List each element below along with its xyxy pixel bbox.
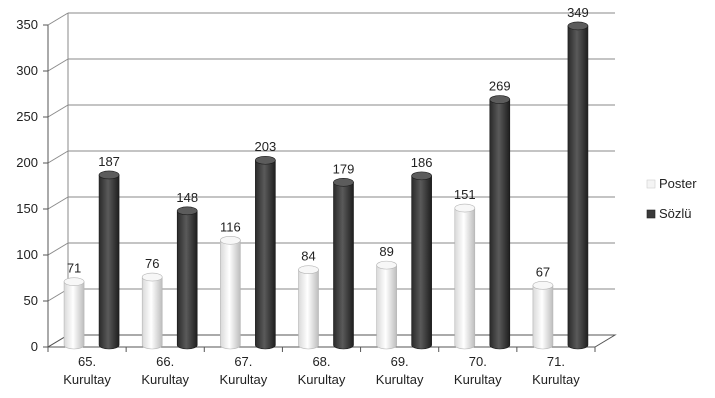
bars [63,21,589,350]
gridline-side [47,12,69,26]
data-label: 349 [567,5,589,20]
legend-item-sozlu: Sözlü [646,206,692,221]
data-label: 84 [301,249,315,264]
x-tick-label: 66. Kurultay [141,354,189,387]
y-tick-label: 50 [24,293,38,308]
x-tick-label: 69. Kurultay [376,354,424,387]
x-tick-label: 70. Kurultay [454,354,502,387]
bar-poster [141,272,163,350]
data-label: 67 [536,264,550,279]
bar-poster [63,277,85,350]
gridline-side [47,104,69,118]
data-label: 187 [98,154,120,169]
gridline-side [47,242,69,256]
data-label: 269 [489,79,511,94]
legend: Poster Sözlü [646,176,697,221]
bar-poster [532,281,554,350]
data-label: 76 [145,256,159,271]
bar-poster [298,265,319,350]
y-tick-label: 300 [16,63,38,78]
gridline-side [47,150,69,164]
legend-item-poster: Poster [646,176,697,191]
data-label: 151 [454,187,476,202]
bar-sozlu [567,21,589,350]
data-label: 203 [255,139,277,154]
legend-swatch [646,209,656,219]
axes: 0 50 100 150 200 250 300 350 65. Kurultay 66. Kurul… [16,17,617,387]
y-tick-label: 0 [31,339,38,354]
y-tick-label: 250 [16,109,38,124]
gridline-side [47,196,69,210]
bar-poster [454,203,476,350]
data-label: 89 [379,244,393,259]
bar-poster [376,260,397,350]
bar-sozlu [411,171,432,350]
bar-sozlu [255,155,276,350]
legend-label: Poster [659,176,697,191]
x-tick-label: 71. Kurultay [532,354,580,387]
floor [46,334,617,348]
data-label: 186 [411,155,433,170]
data-label: 179 [333,161,355,176]
bar-sozlu [489,95,511,350]
x-tick-label: 65. Kurultay [63,354,111,387]
legend-swatch [646,179,656,189]
y-tick-label: 200 [16,155,38,170]
data-label: 148 [176,190,198,205]
y-tick-label: 150 [16,201,38,216]
x-tick-label: 67. Kurultay [220,354,268,387]
bar-poster [220,235,241,350]
data-label: 116 [220,219,241,234]
y-tick-label: 350 [16,17,38,32]
data-labels: 71 76 116 84 89 151 67 187 148 203 179 186 269 349 [67,5,589,279]
bar-sozlu [98,170,120,350]
y-tick-label: 100 [16,247,38,262]
bar-sozlu [176,206,198,350]
bar-sozlu [333,178,354,350]
data-label: 71 [67,261,81,276]
x-tick-label: 68. Kurultay [298,354,346,387]
legend-label: Sözlü [659,206,692,221]
gridlines [47,12,615,348]
gridline-side [47,58,69,72]
